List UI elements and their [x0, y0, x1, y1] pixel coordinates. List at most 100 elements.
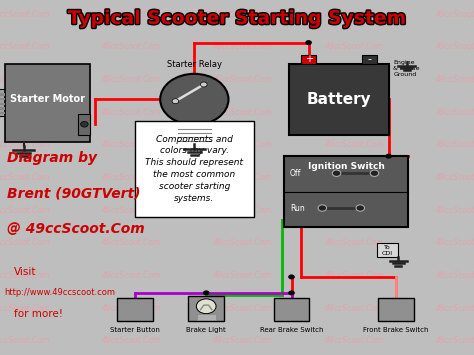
Text: Starter Button: Starter Button — [110, 327, 160, 333]
FancyBboxPatch shape — [0, 93, 5, 96]
Text: 49ccScoot.Com: 49ccScoot.Com — [0, 10, 50, 19]
Text: 49ccScoot.Com: 49ccScoot.Com — [213, 271, 273, 280]
Circle shape — [318, 205, 327, 211]
Circle shape — [160, 74, 228, 125]
Text: Off: Off — [290, 169, 301, 178]
FancyBboxPatch shape — [78, 114, 90, 135]
Text: Diagram by: Diagram by — [7, 151, 97, 165]
Text: 49ccScoot.Com: 49ccScoot.Com — [213, 304, 273, 313]
Text: Rear Brake Switch: Rear Brake Switch — [260, 327, 323, 333]
Circle shape — [370, 170, 379, 176]
FancyBboxPatch shape — [197, 314, 216, 320]
Circle shape — [196, 299, 216, 314]
FancyBboxPatch shape — [135, 121, 254, 217]
Text: 49ccScoot.Com: 49ccScoot.Com — [325, 42, 384, 51]
Text: 49ccScoot.Com: 49ccScoot.Com — [436, 173, 474, 182]
Text: 49ccScoot.Com: 49ccScoot.Com — [0, 206, 50, 215]
Text: for more!: for more! — [14, 309, 63, 319]
Text: 49ccScoot.Com: 49ccScoot.Com — [325, 173, 384, 182]
FancyBboxPatch shape — [117, 298, 153, 321]
Text: 49ccScoot.Com: 49ccScoot.Com — [0, 42, 50, 51]
Text: 49ccScoot.Com: 49ccScoot.Com — [213, 42, 273, 51]
Text: 49ccScoot.Com: 49ccScoot.Com — [436, 140, 474, 149]
Text: 49ccScoot.Com: 49ccScoot.Com — [0, 173, 50, 182]
Text: 49ccScoot.Com: 49ccScoot.Com — [213, 75, 273, 84]
Circle shape — [288, 290, 295, 295]
Text: 49ccScoot.Com: 49ccScoot.Com — [213, 206, 273, 215]
Text: 49ccScoot.Com: 49ccScoot.Com — [325, 336, 384, 345]
Text: Brent (90GTVert): Brent (90GTVert) — [7, 186, 141, 201]
Text: 49ccScoot.Com: 49ccScoot.Com — [213, 108, 273, 117]
Text: 49ccScoot.Com: 49ccScoot.Com — [102, 271, 161, 280]
Text: Typical Scooter Starting System: Typical Scooter Starting System — [68, 9, 406, 28]
FancyBboxPatch shape — [5, 64, 90, 142]
Text: 49ccScoot.Com: 49ccScoot.Com — [325, 75, 384, 84]
Text: @ 49ccScoot.Com: @ 49ccScoot.Com — [7, 222, 145, 236]
FancyBboxPatch shape — [289, 64, 389, 135]
Text: 49ccScoot.Com: 49ccScoot.Com — [436, 336, 474, 345]
Text: 49ccScoot.Com: 49ccScoot.Com — [325, 10, 384, 19]
Text: 49ccScoot.Com: 49ccScoot.Com — [213, 140, 273, 149]
Text: Engine
& Frame
Ground: Engine & Frame Ground — [393, 60, 420, 77]
Text: 49ccScoot.Com: 49ccScoot.Com — [0, 271, 50, 280]
Text: 49ccScoot.Com: 49ccScoot.Com — [102, 238, 161, 247]
Circle shape — [203, 290, 210, 295]
Text: 49ccScoot.Com: 49ccScoot.Com — [436, 10, 474, 19]
Text: Battery: Battery — [307, 92, 371, 107]
Circle shape — [201, 82, 207, 87]
Text: 49ccScoot.Com: 49ccScoot.Com — [213, 10, 273, 19]
FancyBboxPatch shape — [284, 156, 408, 227]
Text: 49ccScoot.Com: 49ccScoot.Com — [102, 336, 161, 345]
Text: 49ccScoot.Com: 49ccScoot.Com — [102, 108, 161, 117]
FancyBboxPatch shape — [0, 103, 5, 105]
Text: Starter Motor: Starter Motor — [10, 94, 85, 104]
Text: 49ccScoot.Com: 49ccScoot.Com — [436, 108, 474, 117]
Text: 49ccScoot.Com: 49ccScoot.Com — [325, 206, 384, 215]
FancyBboxPatch shape — [377, 243, 398, 257]
Text: 49ccScoot.Com: 49ccScoot.Com — [0, 140, 50, 149]
Circle shape — [305, 40, 312, 45]
FancyBboxPatch shape — [0, 98, 5, 100]
Text: 49ccScoot.Com: 49ccScoot.Com — [436, 206, 474, 215]
Text: http://www.49ccscoot.com: http://www.49ccscoot.com — [5, 288, 116, 297]
Text: 49ccScoot.Com: 49ccScoot.Com — [213, 173, 273, 182]
Text: 49ccScoot.Com: 49ccScoot.Com — [0, 304, 50, 313]
FancyBboxPatch shape — [189, 296, 224, 321]
Text: 49ccScoot.Com: 49ccScoot.Com — [102, 75, 161, 84]
Circle shape — [288, 274, 295, 279]
Circle shape — [81, 121, 88, 127]
Text: 49ccScoot.Com: 49ccScoot.Com — [436, 75, 474, 84]
Text: 49ccScoot.Com: 49ccScoot.Com — [325, 304, 384, 313]
Text: 49ccScoot.Com: 49ccScoot.Com — [436, 42, 474, 51]
Text: 49ccScoot.Com: 49ccScoot.Com — [102, 42, 161, 51]
FancyBboxPatch shape — [175, 125, 213, 144]
Circle shape — [385, 154, 392, 159]
Text: Ignition Switch: Ignition Switch — [308, 162, 384, 170]
Text: To
CDI: To CDI — [382, 245, 393, 256]
Text: Visit: Visit — [14, 267, 36, 277]
Text: 49ccScoot.Com: 49ccScoot.Com — [0, 238, 50, 247]
Text: Brake Light: Brake Light — [186, 327, 226, 333]
Text: 49ccScoot.Com: 49ccScoot.Com — [436, 271, 474, 280]
Text: 49ccScoot.Com: 49ccScoot.Com — [436, 304, 474, 313]
FancyBboxPatch shape — [0, 107, 5, 110]
Circle shape — [172, 99, 179, 104]
FancyBboxPatch shape — [274, 298, 309, 321]
Circle shape — [332, 170, 341, 176]
Text: Starter Relay: Starter Relay — [167, 60, 222, 69]
Text: 49ccScoot.Com: 49ccScoot.Com — [102, 140, 161, 149]
Text: Components and
colors my vary.
This should represent
the most common
scooter sta: Components and colors my vary. This shou… — [146, 135, 243, 203]
Text: 49ccScoot.Com: 49ccScoot.Com — [102, 10, 161, 19]
Text: 49ccScoot.Com: 49ccScoot.Com — [325, 238, 384, 247]
Text: 49ccScoot.Com: 49ccScoot.Com — [325, 140, 384, 149]
Text: 49ccScoot.Com: 49ccScoot.Com — [102, 173, 161, 182]
Text: 49ccScoot.Com: 49ccScoot.Com — [436, 238, 474, 247]
Text: 49ccScoot.Com: 49ccScoot.Com — [102, 206, 161, 215]
Text: 49ccScoot.Com: 49ccScoot.Com — [0, 108, 50, 117]
Text: Front Brake Switch: Front Brake Switch — [363, 327, 428, 333]
Text: 49ccScoot.Com: 49ccScoot.Com — [0, 75, 50, 84]
Text: -: - — [367, 54, 371, 65]
Text: Run: Run — [290, 203, 305, 213]
Text: 49ccScoot.Com: 49ccScoot.Com — [325, 271, 384, 280]
Text: +: + — [305, 54, 312, 65]
